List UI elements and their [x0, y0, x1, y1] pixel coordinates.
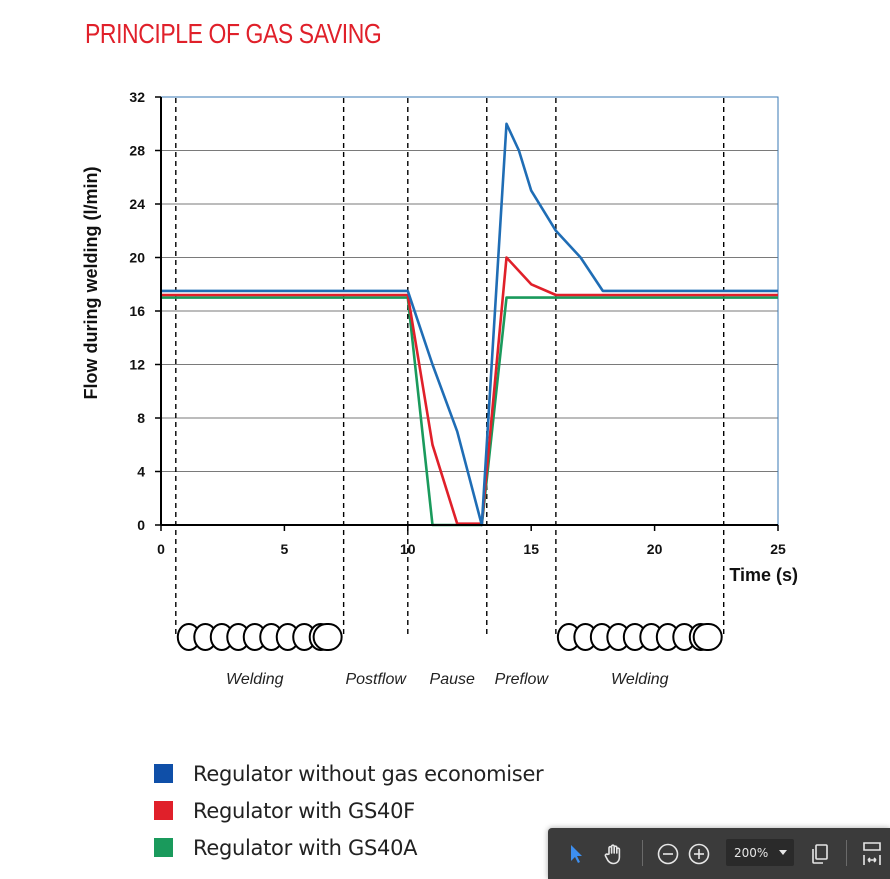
zoom-value: 200%: [734, 845, 769, 860]
chevron-down-icon: [779, 850, 787, 855]
phase-label: Welding: [226, 671, 284, 688]
hand-icon[interactable]: [598, 838, 630, 870]
legend-swatch-red: [154, 801, 173, 820]
x-tick-label: 25: [770, 541, 786, 557]
x-tick-label: 10: [400, 541, 416, 557]
legend-item: Regulator with GS40A: [154, 829, 543, 866]
select-pointer-icon[interactable]: [560, 838, 592, 870]
phase-lines: [175, 98, 725, 636]
phase-label: Postflow: [345, 671, 407, 688]
y-axis-label: Flow during welding (l/min): [81, 167, 101, 400]
y-tick-label: 12: [129, 357, 145, 373]
legend-label: Regulator with GS40F: [193, 798, 415, 823]
zoom-out-icon[interactable]: [652, 838, 684, 870]
x-tick-label: 15: [523, 541, 539, 557]
copy-icon[interactable]: [804, 838, 836, 870]
series-line: [161, 296, 778, 527]
y-tick-label: 16: [129, 303, 145, 319]
y-tick-label: 0: [137, 517, 145, 533]
ticks: 0 4 8 12 16 20 24 28 32 0 5 10 15 20 25: [129, 89, 786, 557]
page-title: PRINCIPLE OF GAS SAVING: [85, 18, 382, 49]
weld-arc-symbol: [556, 623, 723, 651]
toolbar-separator: [642, 840, 643, 866]
x-tick-label: 5: [281, 541, 289, 557]
legend-item: Regulator with GS40F: [154, 792, 543, 829]
pdf-toolbar: 200%: [548, 828, 890, 879]
legend-item: Regulator without gas economiser: [154, 755, 544, 792]
zoom-in-icon[interactable]: [683, 838, 715, 870]
series-line: [161, 122, 778, 527]
legend-label: Regulator without gas economiser: [193, 761, 544, 786]
legend-label: Regulator with GS40A: [193, 835, 418, 860]
y-tick-label: 20: [129, 250, 145, 266]
x-tick-label: 0: [157, 541, 165, 557]
x-tick-label: 20: [647, 541, 663, 557]
zoom-select[interactable]: 200%: [726, 839, 794, 866]
phase-label: Preflow: [495, 671, 550, 688]
y-tick-label: 28: [129, 143, 145, 159]
series-layer: [161, 122, 778, 527]
weld-coil: [312, 623, 343, 651]
legend-swatch-green: [154, 838, 173, 857]
y-tick-label: 4: [137, 464, 145, 480]
arcs: [176, 623, 723, 651]
legend-swatch-blue: [154, 764, 173, 783]
phase-labels: Welding Postflow Pause Preflow Welding: [226, 671, 669, 688]
weld-arc-symbol: [176, 623, 343, 651]
y-tick-label: 24: [129, 196, 145, 212]
chart: 0 4 8 12 16 20 24 28 32 0 5 10 15 20 25 Welding Postflo…: [81, 89, 798, 688]
y-tick-label: 8: [137, 410, 145, 426]
grid: [161, 96, 778, 472]
y-tick-label: 32: [129, 89, 145, 105]
weld-coil: [692, 623, 723, 651]
x-axis-label: Time (s): [729, 565, 798, 585]
toolbar-separator: [846, 840, 847, 866]
phase-label: Welding: [611, 671, 669, 688]
fit-page-icon[interactable]: [856, 838, 888, 870]
phase-label: Pause: [430, 671, 475, 688]
legend: Regulator without gas economiser Regulat…: [154, 755, 544, 866]
